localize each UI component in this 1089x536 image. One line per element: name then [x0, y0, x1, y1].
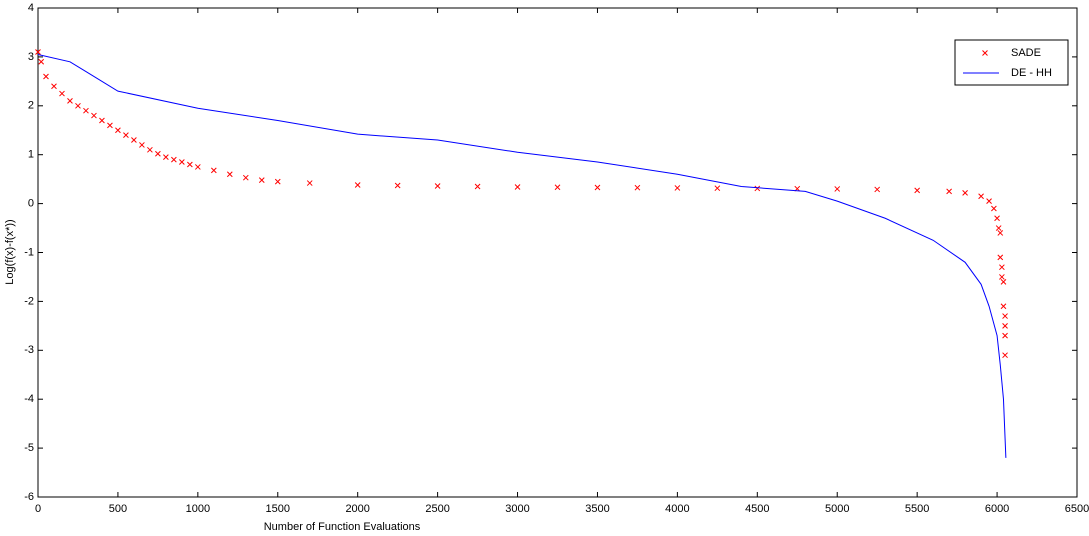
- x-tick-label: 6500: [1065, 503, 1089, 515]
- marker: [594, 184, 601, 191]
- marker: [474, 183, 481, 190]
- marker: [995, 225, 1002, 231]
- y-tick-label: -3: [24, 344, 34, 356]
- x-tick-label: 6000: [985, 503, 1009, 515]
- marker: [999, 264, 1005, 271]
- marker: [242, 174, 249, 181]
- x-tick-label: 1000: [186, 503, 210, 515]
- x-tick-label: 2500: [425, 503, 449, 515]
- marker: [91, 112, 97, 119]
- marker: [171, 156, 177, 163]
- x-tick-label: 500: [109, 503, 127, 515]
- y-tick-label: 0: [28, 198, 34, 210]
- marker: [834, 186, 841, 192]
- marker: [997, 254, 1004, 261]
- x-tick-label: 3500: [585, 503, 609, 515]
- marker: [163, 154, 169, 160]
- marker: [123, 132, 129, 138]
- marker: [210, 167, 217, 174]
- marker: [1002, 322, 1008, 329]
- x-tick-label: 5500: [905, 503, 929, 515]
- y-tick-label: 1: [28, 149, 34, 161]
- x-tick-label: 3000: [505, 503, 529, 515]
- y-tick-label: -1: [24, 246, 34, 258]
- x-tick-label: 5000: [825, 503, 849, 515]
- marker: [187, 161, 193, 168]
- marker: [714, 185, 721, 192]
- marker: [978, 193, 984, 200]
- marker: [107, 122, 113, 129]
- marker: [674, 185, 681, 191]
- y-tick-label: -2: [24, 295, 34, 307]
- marker: [179, 159, 185, 165]
- marker: [994, 215, 1000, 222]
- marker: [194, 164, 201, 170]
- marker: [139, 142, 145, 148]
- y-axis-label: Log(f(x)-f(x*)): [4, 219, 16, 284]
- x-tick-label: 2000: [345, 503, 369, 515]
- legend-marker: [982, 50, 988, 56]
- marker: [1000, 278, 1007, 285]
- marker: [354, 182, 361, 188]
- marker: [754, 185, 761, 192]
- marker: [991, 205, 997, 212]
- marker: [554, 184, 561, 191]
- legend-label: SADE: [1011, 47, 1041, 59]
- marker: [962, 189, 968, 196]
- legend-box: [954, 39, 1069, 86]
- marker: [59, 90, 65, 97]
- y-tick-label: -4: [24, 393, 34, 405]
- marker: [83, 107, 89, 114]
- marker: [514, 184, 521, 190]
- marker: [155, 150, 161, 157]
- marker: [35, 49, 41, 55]
- y-tick-label: -6: [24, 491, 34, 503]
- marker: [946, 188, 952, 195]
- x-tick-label: 4000: [665, 503, 689, 515]
- series-line: [37, 53, 1007, 458]
- marker: [434, 183, 441, 189]
- marker: [75, 102, 81, 109]
- marker: [147, 146, 153, 153]
- marker: [1002, 313, 1008, 319]
- y-tick-label: 4: [28, 2, 34, 14]
- marker: [306, 180, 313, 186]
- marker: [115, 127, 121, 134]
- marker: [874, 186, 881, 193]
- y-tick-label: 2: [28, 100, 34, 112]
- marker: [43, 73, 49, 80]
- marker: [986, 198, 992, 205]
- y-tick-label: 3: [28, 51, 34, 63]
- marker: [1002, 352, 1008, 359]
- x-tick-label: 0: [35, 503, 41, 515]
- marker: [131, 137, 137, 143]
- marker: [1002, 332, 1008, 339]
- y-tick-label: -5: [24, 442, 34, 454]
- marker: [274, 178, 281, 185]
- marker: [997, 230, 1004, 236]
- marker: [226, 171, 233, 178]
- marker: [999, 274, 1005, 280]
- marker: [67, 98, 73, 104]
- marker: [51, 83, 57, 90]
- plot-frame: [37, 7, 1078, 498]
- marker: [258, 177, 265, 183]
- marker: [38, 58, 45, 65]
- marker: [394, 182, 401, 189]
- x-tick-label: 1500: [266, 503, 290, 515]
- x-tick-label: 4500: [745, 503, 769, 515]
- marker: [1000, 303, 1007, 310]
- marker: [99, 117, 105, 124]
- marker: [914, 187, 921, 194]
- legend-label: DE - HH: [1011, 67, 1052, 79]
- marker: [634, 184, 641, 191]
- x-axis-label: Number of Function Evaluations: [264, 521, 421, 533]
